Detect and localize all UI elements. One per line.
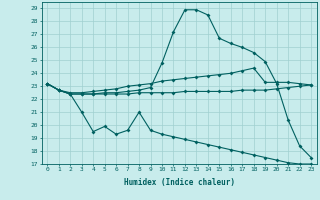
X-axis label: Humidex (Indice chaleur): Humidex (Indice chaleur)	[124, 178, 235, 187]
